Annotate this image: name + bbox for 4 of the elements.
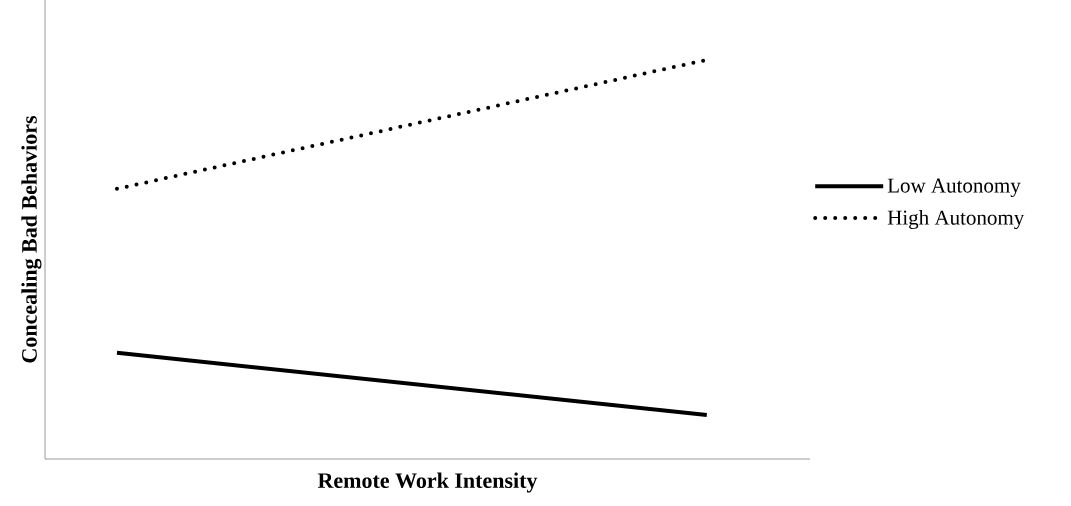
legend-label: High Autonomy [887,209,1025,230]
legend-label: Low Autonomy [887,178,1021,197]
y-axis-title: Concealing Bad Behaviors [21,115,42,363]
x-axis-title: Remote Work Intensity [317,472,538,493]
